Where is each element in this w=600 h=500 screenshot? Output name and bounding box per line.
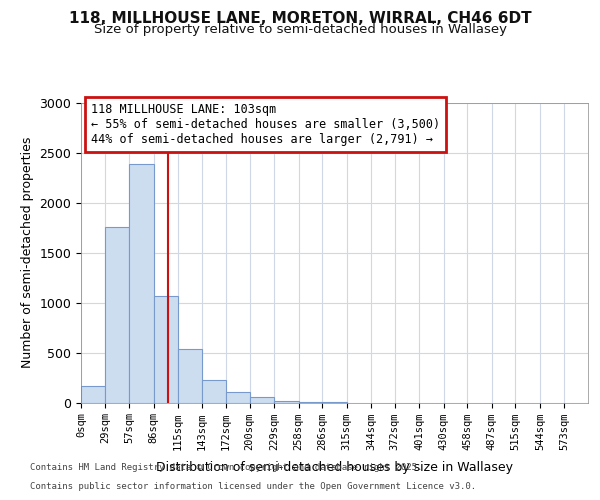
- Y-axis label: Number of semi-detached properties: Number of semi-detached properties: [21, 137, 34, 368]
- Text: Size of property relative to semi-detached houses in Wallasey: Size of property relative to semi-detach…: [94, 23, 506, 36]
- Bar: [274, 400, 299, 402]
- Bar: [154, 296, 178, 403]
- Bar: [81, 386, 106, 402]
- Bar: [202, 380, 226, 402]
- Text: Contains HM Land Registry data © Crown copyright and database right 2025.: Contains HM Land Registry data © Crown c…: [30, 464, 422, 472]
- Text: 118, MILLHOUSE LANE, MORETON, WIRRAL, CH46 6DT: 118, MILLHOUSE LANE, MORETON, WIRRAL, CH…: [68, 11, 532, 26]
- X-axis label: Distribution of semi-detached houses by size in Wallasey: Distribution of semi-detached houses by …: [156, 461, 513, 474]
- Text: 118 MILLHOUSE LANE: 103sqm
← 55% of semi-detached houses are smaller (3,500)
44%: 118 MILLHOUSE LANE: 103sqm ← 55% of semi…: [91, 104, 440, 146]
- Bar: [250, 396, 274, 402]
- Bar: [178, 348, 202, 403]
- Bar: [106, 226, 129, 402]
- Bar: [226, 392, 250, 402]
- Bar: [129, 164, 154, 402]
- Text: Contains public sector information licensed under the Open Government Licence v3: Contains public sector information licen…: [30, 482, 476, 491]
